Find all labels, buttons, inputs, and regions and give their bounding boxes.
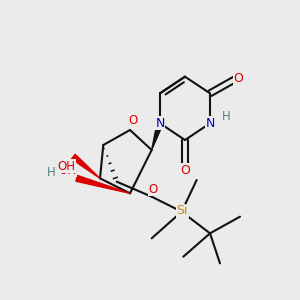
Text: O: O — [233, 72, 243, 85]
Text: H: H — [47, 170, 56, 183]
Text: OH: OH — [58, 164, 76, 176]
Polygon shape — [152, 122, 163, 150]
Text: N: N — [205, 117, 215, 130]
Text: Si: Si — [177, 205, 188, 218]
Text: H: H — [47, 166, 56, 179]
Text: O: O — [149, 183, 158, 196]
Text: O: O — [129, 114, 138, 127]
Text: N: N — [155, 117, 165, 130]
Polygon shape — [76, 176, 130, 193]
Text: OH: OH — [58, 160, 76, 172]
Text: H: H — [222, 110, 231, 122]
Polygon shape — [71, 154, 100, 178]
Text: O: O — [180, 164, 190, 176]
